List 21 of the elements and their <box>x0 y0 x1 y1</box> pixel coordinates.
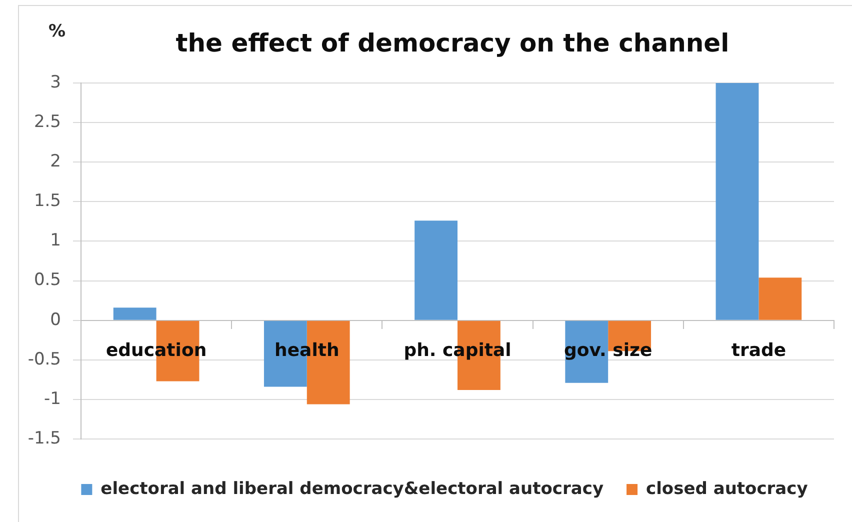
bar <box>113 308 156 320</box>
x-tick-label: health <box>274 340 340 361</box>
y-tick-label: -0.5 <box>28 349 61 370</box>
y-tick-label: 1 <box>50 230 61 251</box>
y-tick-label: 2 <box>50 152 61 172</box>
legend-label: electoral and liberal democracy&electoral autocracy <box>100 478 604 499</box>
bar <box>565 320 608 383</box>
y-tick-label: 0 <box>50 310 61 330</box>
y-tick-label: -1.5 <box>28 428 61 448</box>
bar <box>716 83 759 320</box>
y-tick-label: 1.5 <box>34 191 61 212</box>
y-tick-label: -1 <box>44 388 61 409</box>
x-tick-label: trade <box>731 340 786 361</box>
bar <box>758 278 802 320</box>
chart-title: the effect of democracy on the channel <box>176 28 730 58</box>
y-tick-label: 3 <box>50 72 61 92</box>
y-axis-title: % <box>48 21 66 42</box>
legend-label: closed autocracy <box>646 478 808 499</box>
bar <box>414 220 458 320</box>
y-tick-label: 2.5 <box>34 112 61 132</box>
y-tick-label: 0.5 <box>34 270 61 290</box>
